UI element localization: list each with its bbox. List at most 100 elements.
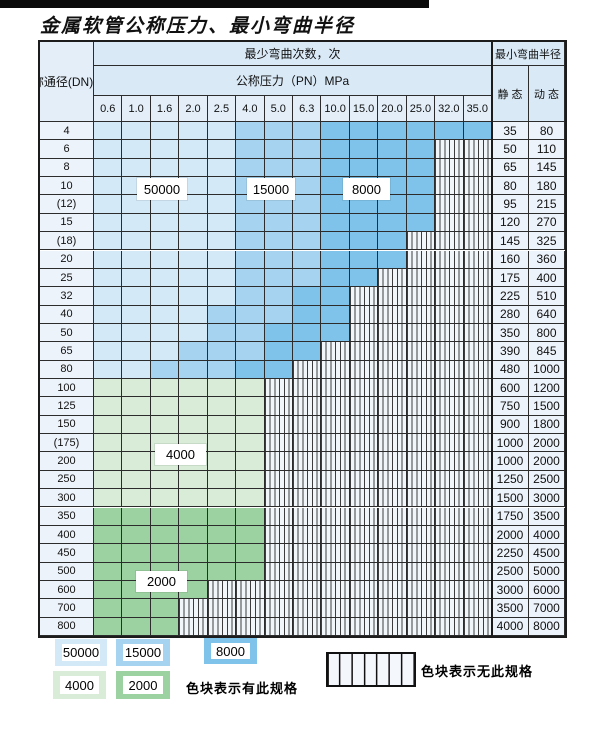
pressure-column-header: 4.0 [236,96,265,122]
grid-cell [349,140,379,159]
grid-cell [179,599,208,618]
grid-cell [378,158,407,178]
grid-cell [406,599,436,618]
grid-cell [122,342,151,361]
grid-cell [321,268,350,288]
grid-cell [435,489,464,508]
dn-cell: 300 [40,489,94,508]
grid-cell [122,360,151,379]
grid-cell [293,122,322,141]
grid-cell [150,525,180,545]
grid-cell [321,397,350,416]
grid-cell [236,287,265,306]
grid-cell [293,268,322,288]
grid-cell [435,213,464,233]
grid-cell [406,158,436,178]
grid-cell [293,489,322,508]
grid-cell [349,580,379,600]
grid-cell [264,434,293,453]
grid-cell [378,140,407,159]
dynamic-cell: 325 [529,232,565,251]
dn-cell: 450 [40,544,94,563]
grid-cell [435,177,464,196]
grid-cell [264,525,293,545]
grid-cell [207,250,237,269]
grid-cell [378,507,407,526]
grid-cell [406,305,436,324]
grid-cell [321,599,350,618]
dn-cell: 65 [40,342,94,361]
grid-cell [293,580,322,600]
grid-cell [264,452,293,471]
grid-cell [94,562,123,581]
grid-cell [463,562,492,581]
grid-cell [349,599,379,618]
grid-cell [406,232,436,251]
grid-cell [378,415,407,435]
grid-cell [207,617,237,636]
grid-cell [94,507,123,526]
grid-cell [236,415,265,435]
grid-cell [463,415,492,435]
grid-cell [122,489,151,508]
grid-cell [406,122,436,141]
grid-cell [179,122,208,141]
grid-cell [463,525,492,545]
grid-cell [150,360,180,379]
grid-cell [349,415,379,435]
grid-cell [122,415,151,435]
grid-cell [321,213,350,233]
grid-cell [94,213,123,233]
zone-label-4000: 4000 [155,444,206,465]
dn-cell: 200 [40,452,94,471]
grid-cell [122,305,151,324]
grid-cell [349,379,379,398]
grid-cell [236,544,265,563]
grid-cell [435,232,464,251]
dn-cell: (175) [40,434,94,453]
zone-label-15000: 15000 [247,178,295,200]
grid-cell [321,562,350,581]
grid-cell [349,323,379,343]
grid-cell [463,507,492,526]
dn-cell: 32 [40,287,94,306]
static-cell: 1750 [492,507,529,526]
legend-swatch-label: 2000 [123,676,163,694]
grid-cell [293,397,322,416]
dn-cell: 100 [40,379,94,398]
grid-cell [463,544,492,563]
grid-cell [236,342,265,361]
grid-cell [349,305,379,324]
zone-label-50000: 50000 [137,178,187,200]
static-cell: 175 [492,268,529,288]
legend-swatch-2000: 2000 [116,671,170,699]
grid-cell [207,489,237,508]
grid-cell [179,507,208,526]
grid-cell [435,617,464,636]
grid-cell [349,232,379,251]
dn-cell: (12) [40,195,94,214]
scan-top-bar [0,0,429,8]
grid-cell [207,232,237,251]
grid-cell [207,122,237,141]
grid-cell [179,360,208,379]
grid-cell [435,195,464,214]
grid-cell [207,544,237,563]
grid-cell [435,305,464,324]
grid-cell [236,489,265,508]
grid-cell [179,415,208,435]
grid-cell [179,544,208,563]
static-cell: 145 [492,232,529,251]
grid-cell [207,140,237,159]
dynamic-cell: 5000 [529,562,565,581]
grid-cell [406,434,436,453]
grid-cell [435,452,464,471]
grid-cell [236,562,265,581]
grid-cell [236,232,265,251]
grid-cell [150,122,180,141]
dn-cell: 25 [40,268,94,288]
grid-cell [207,452,237,471]
legend-swatch-label: 8000 [210,643,251,659]
dn-cell: 40 [40,305,94,324]
grid-cell [94,360,123,379]
